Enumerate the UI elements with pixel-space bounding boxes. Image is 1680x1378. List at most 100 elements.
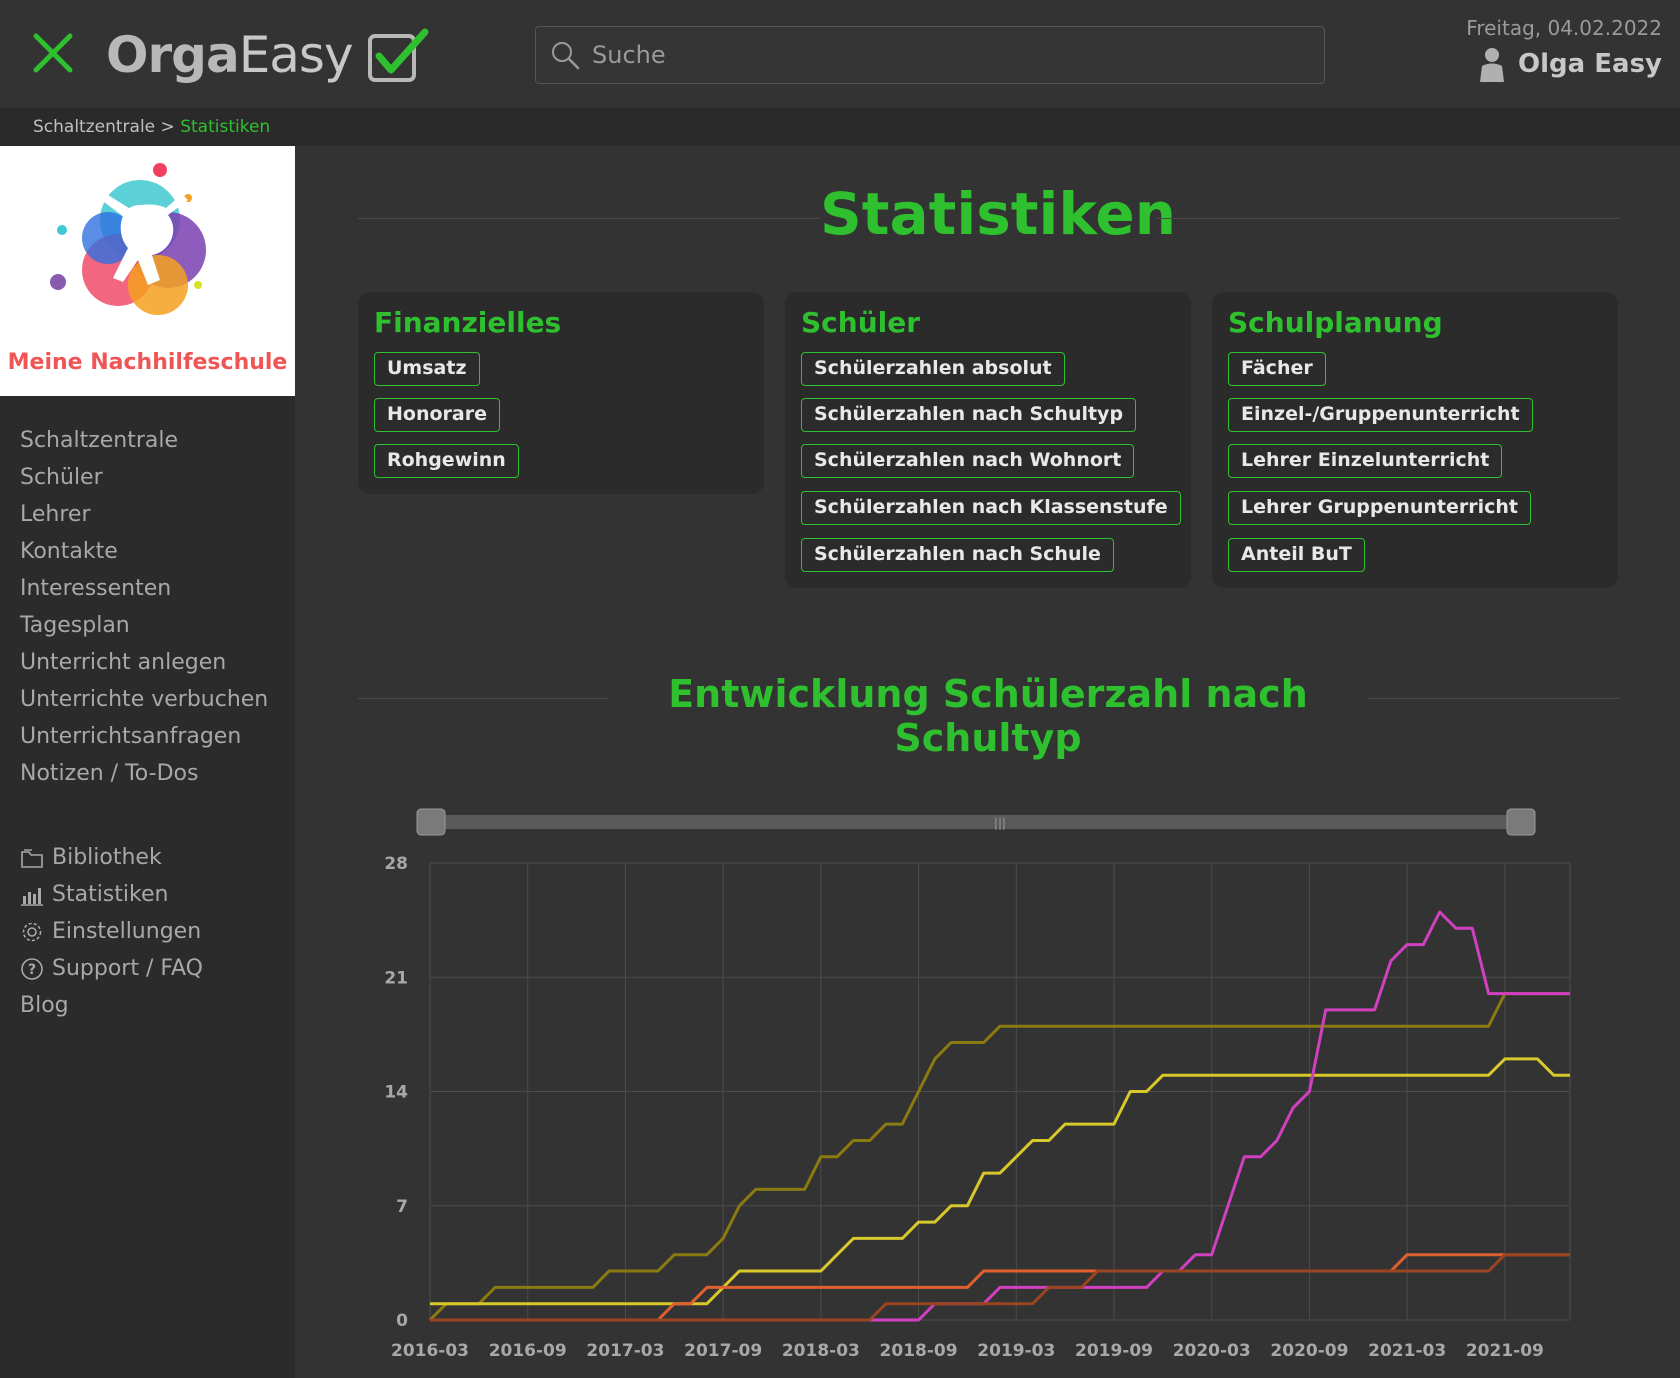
rohgewinn-button[interactable]: Rohgewinn [374, 444, 519, 478]
x-tick-label: 2017-09 [684, 1341, 762, 1361]
x-tick-label: 2020-03 [1173, 1341, 1251, 1361]
schuelerzahlen-wohnort-button[interactable]: Schülerzahlen nach Wohnort [801, 444, 1135, 478]
y-tick-label: 7 [396, 1197, 408, 1217]
schuelerzahlen-klassenstufe-button[interactable]: Schülerzahlen nach Klassenstufe [801, 491, 1181, 525]
x-tick-label: 2018-09 [880, 1341, 958, 1361]
x-tick-label: 2016-03 [391, 1341, 469, 1361]
schuelerzahlen-schultyp-button[interactable]: Schülerzahlen nach Schultyp [801, 398, 1137, 432]
range-slider-left-handle[interactable] [416, 808, 446, 836]
sidebar-item-schaltzentrale[interactable]: Schaltzentrale [20, 428, 179, 453]
search-icon [552, 42, 580, 70]
sidebar: Meine Nachhilfeschule Schaltzentrale Sch… [0, 146, 295, 1378]
bar-chart-icon [21, 887, 43, 906]
breadcrumb-separator: > [155, 117, 181, 137]
x-tick-label: 2019-03 [977, 1341, 1055, 1361]
sidebar-item-lehrer[interactable]: Lehrer [20, 502, 91, 527]
y-tick-label: 14 [384, 1083, 408, 1103]
user-menu[interactable]: Olga Easy [1478, 46, 1662, 82]
title-divider-left [358, 218, 820, 219]
x-tick-label: 2019-09 [1075, 1341, 1153, 1361]
series-line-1 [428, 992, 1570, 1322]
y-tick-label: 21 [384, 968, 408, 988]
school-card[interactable]: Meine Nachhilfeschule [0, 146, 295, 396]
sidebar-item-label: Blog [20, 993, 69, 1018]
lehrer-gruppenunterricht-button[interactable]: Lehrer Gruppenunterricht [1228, 491, 1532, 525]
search-input[interactable] [592, 41, 1292, 69]
title-divider-right [1156, 218, 1620, 219]
search-box[interactable] [535, 26, 1325, 84]
anteil-but-button[interactable]: Anteil BuT [1228, 538, 1365, 572]
range-slider-right-handle[interactable] [1506, 808, 1536, 836]
faecher-button[interactable]: Fächer [1228, 352, 1326, 386]
y-tick-label: 28 [384, 854, 408, 874]
schuelerzahlen-schule-button[interactable]: Schülerzahlen nach Schule [801, 538, 1114, 572]
y-axis-labels: 0 7 14 21 28 [384, 854, 408, 1331]
folder-icon [21, 848, 43, 868]
checkmark-icon [367, 28, 429, 82]
svg-text:?: ? [28, 962, 36, 978]
close-icon[interactable] [30, 30, 76, 76]
sidebar-item-label: Support / FAQ [52, 956, 203, 981]
einzel-gruppenunterricht-button[interactable]: Einzel-/Gruppenunterricht [1228, 398, 1533, 432]
chart-title: Entwicklung Schülerzahl nach Schultyp [668, 672, 1308, 760]
sidebar-item-unterrichtsanfragen[interactable]: Unterrichtsanfragen [20, 724, 242, 749]
range-slider[interactable]: ||| [416, 808, 1536, 836]
help-icon: ? [21, 957, 43, 980]
x-tick-label: 2017-03 [586, 1341, 664, 1361]
secondary-nav: Bibliothek Statistiken Einstellungen ? [20, 839, 203, 1024]
schuelerzahlen-absolut-button[interactable]: Schülerzahlen absolut [801, 352, 1065, 386]
x-tick-label: 2021-03 [1368, 1341, 1446, 1361]
breadcrumb: Schaltzentrale > Statistiken [33, 117, 270, 137]
y-tick-label: 0 [396, 1311, 408, 1331]
series-line-2 [430, 1057, 1570, 1306]
sidebar-item-notizen[interactable]: Notizen / To-Dos [20, 761, 199, 786]
sidebar-item-unterricht-anlegen[interactable]: Unterricht anlegen [20, 650, 227, 675]
page-title: Statistiken [820, 180, 1177, 248]
chart-series [428, 910, 1570, 1322]
sidebar-item-label: Bibliothek [52, 845, 162, 870]
chart-title-divider-right [1368, 698, 1620, 699]
sidebar-item-einstellungen[interactable]: Einstellungen [20, 913, 203, 950]
x-tick-label: 2016-09 [489, 1341, 567, 1361]
card-title: Schüler [801, 306, 921, 339]
x-tick-label: 2020-09 [1270, 1341, 1348, 1361]
school-logo [50, 163, 206, 315]
app-logo[interactable]: OrgaEasy [106, 20, 429, 90]
main-nav: Schaltzentrale Schüler Lehrer Kontakte I… [20, 422, 268, 792]
series-line-4 [430, 910, 1570, 1322]
user-icon [1480, 48, 1505, 82]
sidebar-item-support[interactable]: ? Support / FAQ [20, 950, 203, 987]
sidebar-item-label: Statistiken [52, 882, 169, 907]
sidebar-item-bibliothek[interactable]: Bibliothek [20, 839, 203, 876]
breadcrumb-bar: Schaltzentrale > Statistiken [0, 108, 1680, 146]
range-slider-track[interactable] [417, 815, 1535, 829]
card-title: Finanzielles [374, 306, 562, 339]
range-slider-center-grip: ||| [994, 816, 1006, 830]
current-date: Freitag, 04.02.2022 [1466, 16, 1662, 40]
sidebar-item-kontakte[interactable]: Kontakte [20, 539, 118, 564]
user-name: Olga Easy [1518, 49, 1662, 79]
honorare-button[interactable]: Honorare [374, 398, 500, 432]
breadcrumb-current: Statistiken [180, 117, 271, 137]
umsatz-button[interactable]: Umsatz [374, 352, 480, 386]
sidebar-item-interessenten[interactable]: Interessenten [20, 576, 172, 601]
sidebar-item-unterrichte-verbuchen[interactable]: Unterrichte verbuchen [20, 687, 269, 712]
sidebar-item-tagesplan[interactable]: Tagesplan [20, 613, 130, 638]
card-schueler: Schüler Schülerzahlen absolut Schülerzah… [785, 292, 1191, 588]
series-line-5 [430, 1253, 1570, 1322]
sidebar-item-statistiken[interactable]: Statistiken [20, 876, 203, 913]
top-bar: OrgaEasy Freitag, 04.02.2022 Olga Easy [0, 0, 1680, 108]
school-name: Meine Nachhilfeschule [7, 350, 288, 375]
breadcrumb-root[interactable]: Schaltzentrale [33, 117, 156, 137]
card-finanzielles: Finanzielles Umsatz Honorare Rohgewinn [358, 292, 764, 494]
chart-title-divider-left [358, 698, 608, 699]
card-schulplanung: Schulplanung Fächer Einzel-/Gruppenunter… [1212, 292, 1618, 588]
x-tick-label: 2018-03 [782, 1341, 860, 1361]
line-chart: ||| 0 7 14 21 28 2016-03 2016-09 2017-03 2017-0… [384, 808, 1571, 1361]
x-tick-label: 2021-09 [1466, 1341, 1544, 1361]
lehrer-einzelunterricht-button[interactable]: Lehrer Einzelunterricht [1228, 444, 1503, 478]
sidebar-item-blog[interactable]: Blog [20, 987, 203, 1024]
sidebar-item-schueler[interactable]: Schüler [20, 465, 103, 490]
card-title: Schulplanung [1228, 306, 1443, 339]
x-axis-labels: 2016-03 2016-09 2017-03 2017-09 2018-03 2018-… [391, 1341, 1544, 1361]
